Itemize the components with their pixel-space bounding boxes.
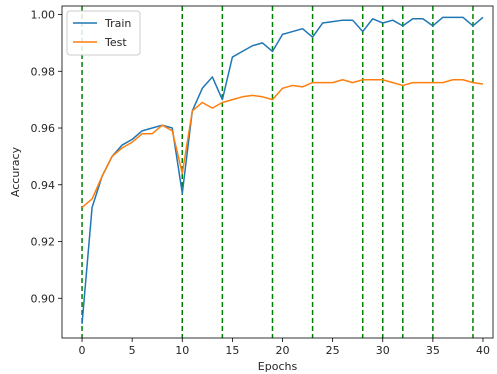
axes	[61, 5, 494, 339]
y-tick-label-4: 0.98	[31, 65, 56, 78]
x-tick-label-3: 15	[225, 344, 239, 357]
x-tick-label-4: 20	[276, 344, 290, 357]
x-ticks: 0 5 10 15 20 25 30 35 40	[79, 338, 490, 357]
y-tick-label-1: 0.92	[31, 236, 56, 249]
epoch-marker-lines	[81, 6, 474, 338]
series-line-test	[81, 79, 484, 209]
y-tick-label-2: 0.94	[31, 179, 56, 192]
x-tick-label-7: 35	[426, 344, 440, 357]
y-tick-label-3: 0.96	[31, 122, 56, 135]
x-tick-label-6: 30	[376, 344, 390, 357]
legend-label-test: Test	[104, 36, 127, 49]
legend: Train Test	[66, 10, 141, 56]
x-tick-label-5: 25	[326, 344, 340, 357]
x-tick-label-8: 40	[476, 344, 490, 357]
legend-label-train: Train	[104, 17, 131, 30]
y-ticks: 0.90 0.92 0.94 0.96 0.98 1.00	[31, 9, 62, 305]
y-tick-label-5: 1.00	[31, 9, 56, 22]
x-tick-label-2: 10	[175, 344, 189, 357]
series-line-train	[81, 16, 484, 324]
legend-box	[66, 10, 141, 56]
x-axis-label: Epochs	[258, 360, 298, 373]
plot-frame	[61, 5, 494, 339]
x-tick-label-0: 0	[79, 344, 86, 357]
series-lines	[81, 16, 484, 324]
y-tick-label-0: 0.90	[31, 292, 56, 305]
x-tick-label-1: 5	[129, 344, 136, 357]
y-axis-label: Accuracy	[9, 146, 22, 197]
